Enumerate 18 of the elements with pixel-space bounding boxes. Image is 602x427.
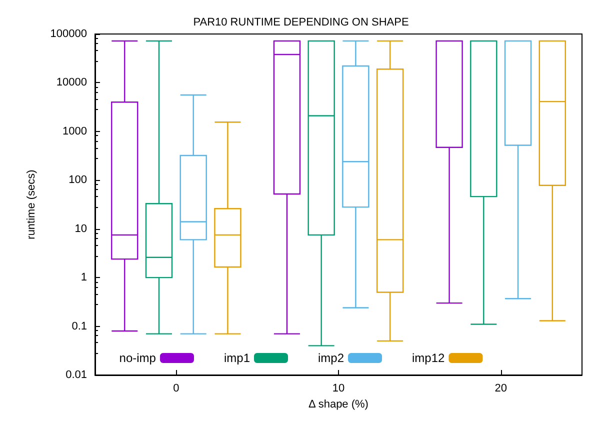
x-tick-label: 20 bbox=[494, 382, 507, 394]
y-tick-label: 0.01 bbox=[66, 369, 87, 381]
legend-label: no-imp bbox=[119, 351, 156, 365]
legend-label: imp2 bbox=[318, 351, 344, 365]
x-tick-label: 10 bbox=[332, 382, 345, 394]
y-tick-label: 10000 bbox=[56, 76, 87, 89]
y-tick-label: 0.1 bbox=[72, 320, 87, 332]
legend-label: imp1 bbox=[224, 351, 250, 365]
y-tick-label: 100000 bbox=[50, 28, 87, 40]
y-tick-label: 10 bbox=[74, 222, 87, 235]
y-axis-title: runtime (secs) bbox=[26, 170, 38, 240]
y-tick-label: 1000 bbox=[62, 125, 87, 138]
legend-label: imp12 bbox=[412, 351, 446, 365]
y-tick-label: 1 bbox=[80, 272, 87, 284]
x-tick-label: 0 bbox=[173, 382, 180, 394]
chart-title: PAR10 RUNTIME DEPENDING ON SHAPE bbox=[193, 16, 409, 28]
y-tick-label: 100 bbox=[68, 174, 87, 186]
x-axis-title: Δ shape (%) bbox=[308, 398, 368, 410]
